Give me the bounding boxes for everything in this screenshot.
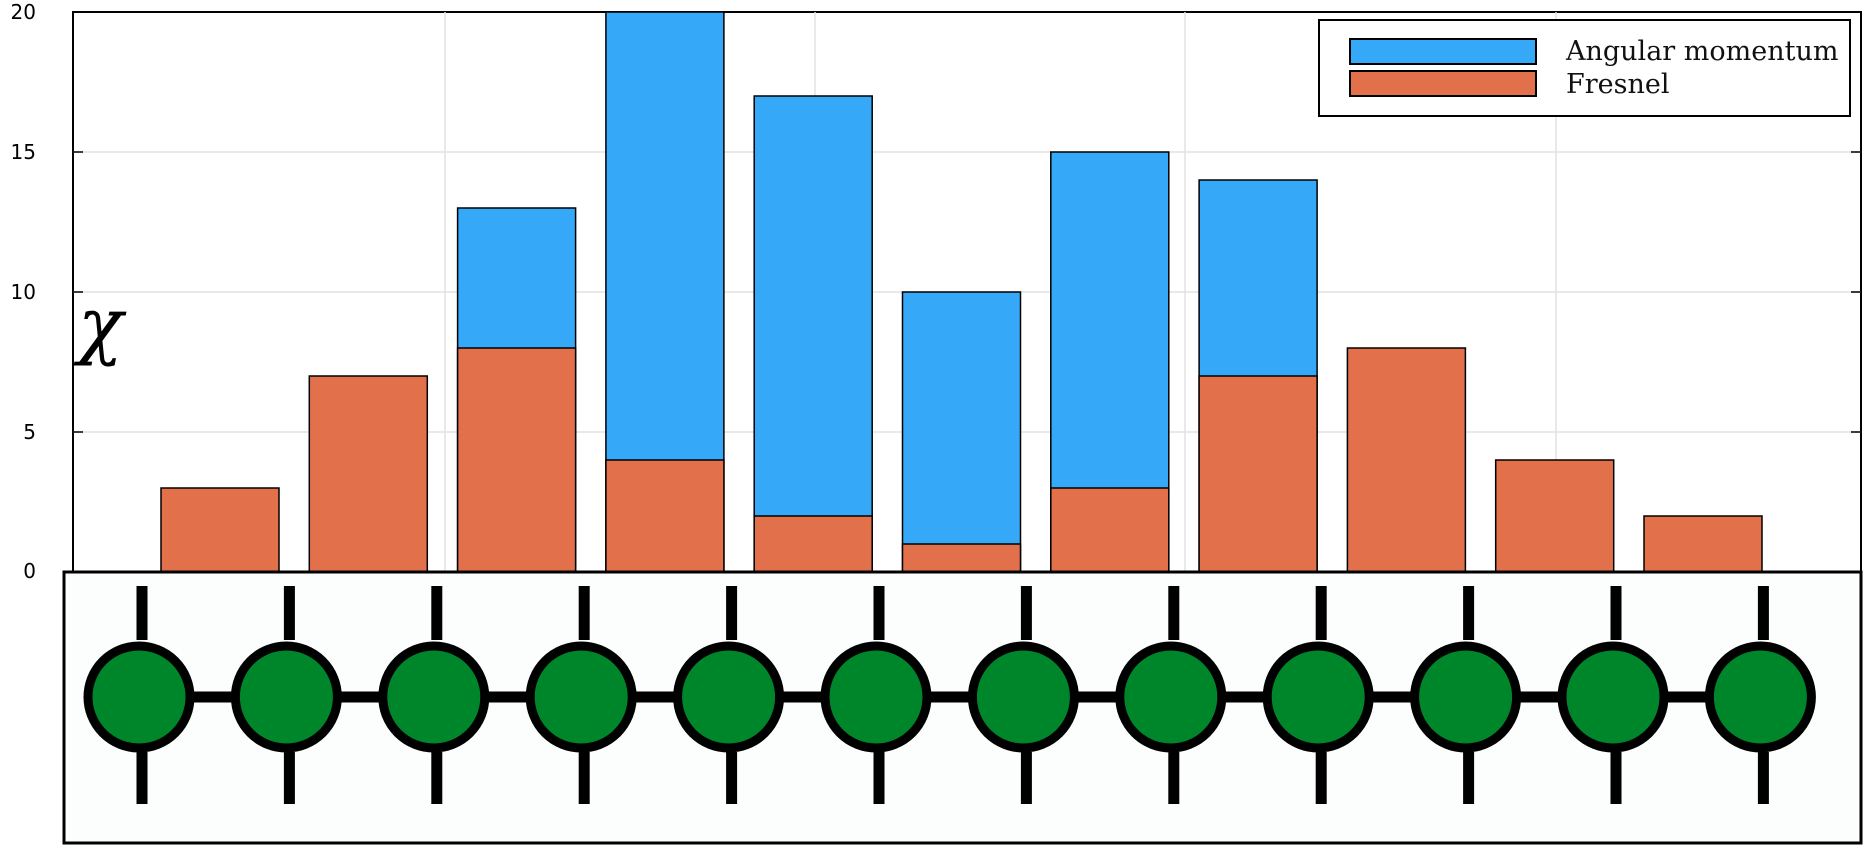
y-tick-label: 0 bbox=[23, 559, 36, 583]
tensor-node bbox=[967, 641, 1079, 753]
bars bbox=[160, 11, 1763, 573]
y-tick-label: 15 bbox=[11, 140, 36, 164]
legend-label-fresnel: Fresnel bbox=[1566, 69, 1669, 100]
bar-fresnel-5 bbox=[753, 515, 873, 573]
tensor-node bbox=[83, 641, 195, 753]
legend: Angular momentum Fresnel bbox=[1318, 19, 1851, 117]
tensor-node bbox=[230, 641, 342, 753]
legend-label-angular-momentum: Angular momentum bbox=[1565, 36, 1838, 67]
tensor-node bbox=[525, 641, 637, 753]
tensor-node bbox=[1557, 641, 1669, 753]
tensor-node bbox=[378, 641, 490, 753]
tensor-node bbox=[1704, 641, 1816, 753]
legend-swatch-fresnel bbox=[1349, 70, 1537, 97]
y-tick-label: 10 bbox=[11, 280, 36, 304]
tensor-node bbox=[820, 641, 932, 753]
bar-fresnel-8 bbox=[1198, 375, 1318, 573]
bar-fresnel-11 bbox=[1643, 515, 1763, 573]
tensor-network-panel bbox=[62, 570, 1863, 845]
bar-fresnel-2 bbox=[308, 375, 429, 573]
bar-fresnel-1 bbox=[160, 487, 280, 573]
y-axis-label: χ bbox=[73, 282, 127, 368]
bar-fresnel-7 bbox=[1050, 487, 1170, 573]
tensor-node bbox=[1115, 641, 1227, 753]
tensor-chain bbox=[83, 586, 1816, 804]
bar-fresnel-9 bbox=[1346, 347, 1467, 573]
y-tick-label: 5 bbox=[23, 420, 36, 444]
tensor-node bbox=[1410, 641, 1522, 753]
legend-box bbox=[1318, 19, 1851, 117]
bar-fresnel-10 bbox=[1494, 459, 1615, 573]
bar-angular-momentum-6 bbox=[901, 291, 1022, 573]
tensor-node bbox=[673, 641, 785, 753]
tensor-node bbox=[1262, 641, 1374, 753]
y-tick-label: 20 bbox=[11, 0, 36, 24]
bar-angular-momentum-5 bbox=[753, 95, 873, 573]
bar-fresnel-3 bbox=[456, 347, 577, 573]
bar-fresnel-4 bbox=[605, 459, 725, 573]
bar-fresnel-6 bbox=[901, 543, 1022, 573]
legend-swatch-angular-momentum bbox=[1349, 38, 1537, 65]
